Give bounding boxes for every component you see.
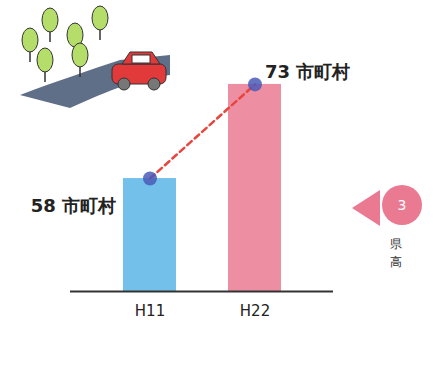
svg-text:58 市町村: 58 市町村: [31, 195, 116, 216]
svg-text:高: 高: [390, 255, 402, 269]
svg-text:県: 県: [390, 237, 402, 251]
svg-text:73 市町村: 73 市町村: [265, 61, 350, 82]
svg-text:H22: H22: [240, 302, 270, 320]
svg-text:H11: H11: [135, 302, 165, 320]
svg-text:3: 3: [398, 197, 407, 213]
